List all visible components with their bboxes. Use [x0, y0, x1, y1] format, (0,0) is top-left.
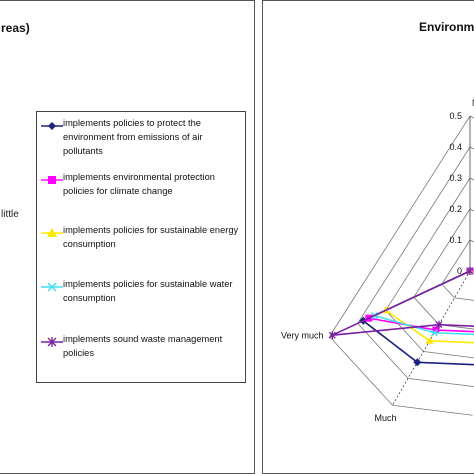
radar-grid — [329, 115, 474, 416]
chart-title: Environme — [419, 20, 474, 34]
data-point — [430, 329, 438, 337]
legend-marker-diamond-icon — [41, 122, 63, 130]
radar-series — [328, 267, 474, 367]
grid-ring — [413, 296, 440, 325]
legend-marker-x-icon — [41, 282, 63, 292]
grid-ring — [438, 324, 474, 330]
legend-label: implements policies to protect the envir… — [63, 118, 203, 156]
data-point — [328, 331, 336, 340]
grid-ring — [469, 146, 474, 150]
grid-ring — [385, 177, 471, 311]
grid-ring — [329, 115, 471, 337]
legend-label: implements policies for sustainable ener… — [63, 225, 239, 249]
left-panel-title: reas) — [1, 21, 30, 35]
grid-ring — [392, 404, 473, 416]
data-point — [432, 326, 440, 334]
grid-ring — [407, 377, 474, 388]
chart-legend: implements policies to protect the envir… — [36, 111, 246, 383]
grid-ring — [469, 177, 474, 181]
radar-axis-labels: Not Very much Much — [281, 98, 474, 423]
tick-label: 0.5 — [449, 111, 462, 121]
legend-marker-triangle-icon — [41, 228, 63, 237]
radar-tick-labels: 0 0.1 0.2 0.3 0.4 0.5 — [449, 111, 462, 276]
legend-marker-square-icon — [41, 176, 63, 184]
tick-label: 0.3 — [449, 173, 462, 183]
legend-label: implements sound waste management polici… — [63, 334, 223, 358]
data-point — [425, 336, 434, 344]
grid-ring — [469, 208, 474, 212]
grid-ring — [357, 146, 471, 324]
data-point — [413, 358, 422, 367]
grid-ring — [469, 115, 474, 119]
legend-label: implements environmental protection poli… — [63, 172, 215, 196]
tick-label: 0 — [457, 266, 462, 276]
tick-label: 0.2 — [449, 204, 462, 214]
right-panel: Environme 0 0.1 0.2 0.3 0.4 0.5 Not Very much M… — [262, 0, 474, 474]
axis-label: Much — [374, 413, 396, 423]
series-line — [331, 270, 474, 336]
grid-ring — [441, 239, 471, 285]
grid-ring — [329, 336, 393, 406]
legend-marker-star-icon — [41, 337, 63, 347]
radar-spoke — [392, 270, 471, 406]
data-point — [466, 267, 474, 275]
grid-ring — [385, 310, 424, 352]
grid-ring — [423, 351, 474, 359]
left-panel: reas) little implements policies to prot… — [0, 0, 255, 474]
grid-ring — [441, 283, 455, 299]
grid-ring — [454, 297, 474, 301]
grid-ring — [413, 208, 471, 298]
left-panel-axis-label: little — [1, 209, 19, 220]
series-line — [361, 270, 474, 366]
data-point — [435, 320, 443, 329]
axis-label: Very much — [281, 331, 324, 341]
legend-label: implements policies for sustainable wate… — [63, 279, 233, 303]
tick-label: 0.4 — [449, 142, 462, 152]
radar-chart: Environme 0 0.1 0.2 0.3 0.4 0.5 Not Very much M… — [281, 20, 474, 423]
tick-label: 0.1 — [449, 235, 462, 245]
axis-label: Not — [472, 98, 474, 108]
